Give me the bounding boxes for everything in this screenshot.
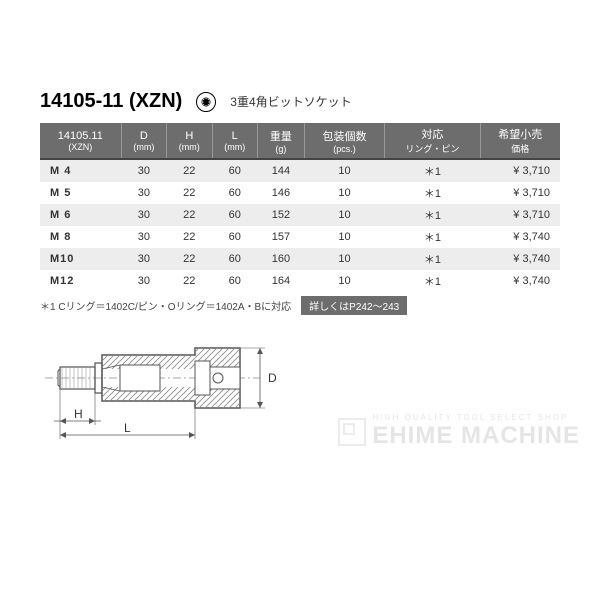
product-code: 14105-11 (XZN) — [40, 90, 182, 113]
watermark-sub: HIGH QUALITY TOOL SELECT SHOP — [372, 413, 580, 422]
spline-icon — [196, 92, 216, 112]
table-row: M 830226015710＊1¥ 3,740 — [40, 226, 560, 248]
col-header: 14105.11(XZN) — [40, 123, 121, 159]
footnote-detail: 詳しくはP242～243 — [301, 296, 407, 315]
dim-h-label: H — [74, 407, 83, 421]
spec-table: 14105.11(XZN)D(mm)H(mm)L(mm)重量(g)包装個数(pc… — [40, 123, 560, 292]
table-row: M 630226015210＊1¥ 3,710 — [40, 204, 560, 226]
col-header: 重量(g) — [257, 123, 304, 159]
subtitle: 3重4角ビットソケット — [230, 93, 351, 110]
footnote: ＊1 Cリング＝1402C/ピン・Oリング＝1402A・Bに対応 詳しくはP24… — [40, 296, 560, 315]
col-header: H(mm) — [167, 123, 212, 159]
dimension-diagram: D H L — [40, 333, 300, 443]
col-header: 希望小売価格 — [480, 123, 560, 159]
col-header: 包装個数(pcs.) — [304, 123, 384, 159]
col-header: D(mm) — [121, 123, 166, 159]
col-header: L(mm) — [212, 123, 257, 159]
watermark-main: EHIME MACHINE — [372, 422, 580, 449]
col-header: 対応リング・ピン — [385, 123, 480, 159]
table-row: M1230226016410＊1¥ 3,740 — [40, 270, 560, 292]
table-row: M1030226016010＊1¥ 3,740 — [40, 248, 560, 270]
dim-d-label: D — [268, 371, 277, 385]
dim-l-label: L — [124, 421, 131, 435]
watermark-logo-icon — [338, 418, 366, 446]
table-row: M 430226014410＊1¥ 3,710 — [40, 159, 560, 182]
table-row: M 530226014610＊1¥ 3,710 — [40, 182, 560, 204]
header: 14105-11 (XZN) 3重4角ビットソケット — [40, 90, 560, 113]
watermark: HIGH QUALITY TOOL SELECT SHOP EHIME MACH… — [338, 413, 580, 450]
footnote-text: ＊1 Cリング＝1402C/ピン・Oリング＝1402A・Bに対応 — [40, 298, 291, 313]
